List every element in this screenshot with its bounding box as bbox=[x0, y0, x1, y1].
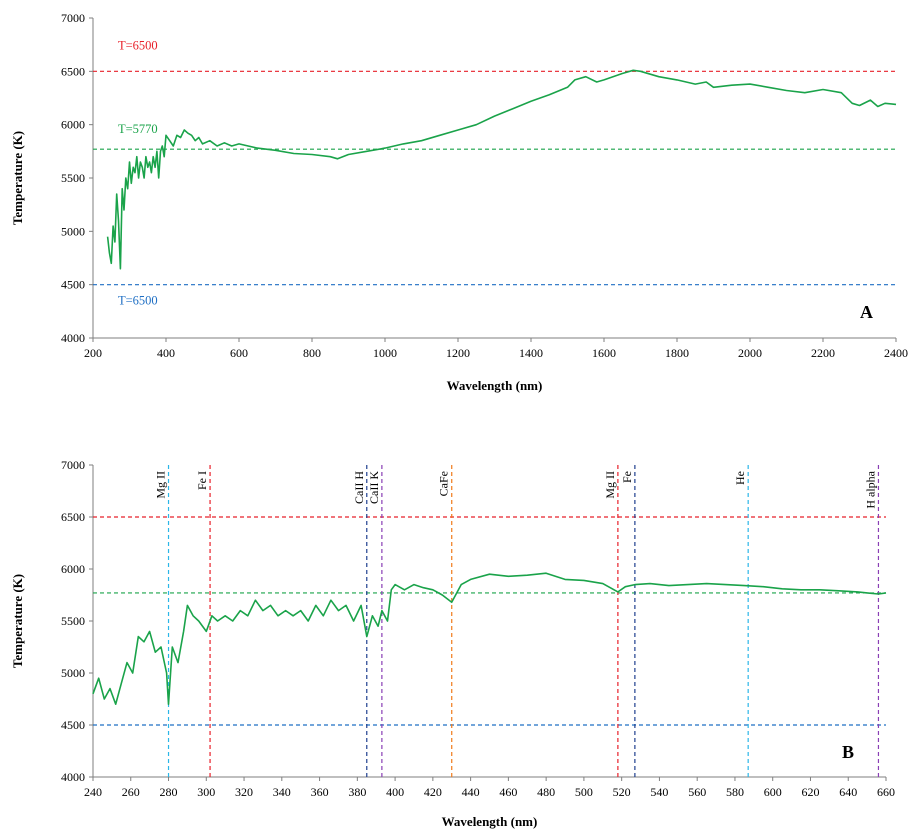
x-tick-label: 300 bbox=[197, 785, 215, 799]
panel-a-chart: 4000 4500 5000 5500 6000 6500 7000 200 400 600 800… bbox=[10, 11, 908, 393]
reference-line-label: T=6500 bbox=[118, 294, 158, 308]
y-tick-label: 6000 bbox=[61, 562, 85, 576]
x-tick-label: 620 bbox=[801, 785, 819, 799]
x-tick-label: 400 bbox=[157, 346, 175, 360]
x-tick-label: 540 bbox=[650, 785, 668, 799]
x-tick-label: 2000 bbox=[738, 346, 762, 360]
x-tick-label: 480 bbox=[537, 785, 555, 799]
y-axis-label: Temperature (K) bbox=[10, 574, 25, 668]
x-tick-label: 460 bbox=[499, 785, 517, 799]
y-tick-label: 7000 bbox=[61, 458, 85, 472]
spectral-line-label: CaII H bbox=[352, 471, 366, 504]
x-tick-label: 440 bbox=[462, 785, 480, 799]
x-axis-label: Wavelength (nm) bbox=[447, 378, 543, 393]
x-tick-label: 400 bbox=[386, 785, 404, 799]
x-tick-label: 2400 bbox=[884, 346, 908, 360]
x-tick-label: 380 bbox=[348, 785, 366, 799]
y-tick-label: 5500 bbox=[61, 614, 85, 628]
x-tick-label: 340 bbox=[273, 785, 291, 799]
spectral-line-label: CaII K bbox=[367, 471, 381, 504]
spectral-line-label: H alpha bbox=[863, 470, 877, 508]
y-tick-label: 4500 bbox=[61, 718, 85, 732]
x-tick-label: 280 bbox=[160, 785, 178, 799]
y-tick-label: 4000 bbox=[61, 331, 85, 345]
x-tick-label: 520 bbox=[613, 785, 631, 799]
x-tick-label: 640 bbox=[839, 785, 857, 799]
spectral-line-label: CaFe bbox=[437, 471, 451, 496]
x-tick-label: 800 bbox=[303, 346, 321, 360]
x-tick-label: 200 bbox=[84, 346, 102, 360]
temperature-series-line bbox=[92, 572, 887, 706]
x-tick-label: 320 bbox=[235, 785, 253, 799]
y-tick-label: 5000 bbox=[61, 224, 85, 238]
panel-label: A bbox=[860, 302, 873, 322]
reference-line-label: T=6500 bbox=[118, 38, 158, 52]
y-tick-label: 7000 bbox=[61, 11, 85, 25]
x-tick-label: 500 bbox=[575, 785, 593, 799]
x-tick-label: 1200 bbox=[446, 346, 470, 360]
spectral-line-label: Fe bbox=[620, 471, 634, 483]
y-tick-label: 5000 bbox=[61, 666, 85, 680]
x-tick-label: 240 bbox=[84, 785, 102, 799]
x-tick-label: 1600 bbox=[592, 346, 616, 360]
x-tick-label: 260 bbox=[122, 785, 140, 799]
x-tick-label: 580 bbox=[726, 785, 744, 799]
y-tick-label: 5500 bbox=[61, 171, 85, 185]
y-tick-label: 4500 bbox=[61, 278, 85, 292]
y-tick-label: 6000 bbox=[61, 118, 85, 132]
x-tick-label: 600 bbox=[764, 785, 782, 799]
x-tick-label: 660 bbox=[877, 785, 895, 799]
panel-b-chart: 4000 4500 5000 5500 6000 6500 7000 240 260 280 300… bbox=[10, 458, 895, 829]
x-tick-label: 360 bbox=[311, 785, 329, 799]
reference-line-label: T=5770 bbox=[118, 122, 158, 136]
x-tick-label: 420 bbox=[424, 785, 442, 799]
x-tick-label: 600 bbox=[230, 346, 248, 360]
x-tick-label: 1000 bbox=[373, 346, 397, 360]
spectral-line-label: Mg II bbox=[154, 471, 168, 499]
y-tick-label: 6500 bbox=[61, 64, 85, 78]
x-tick-label: 560 bbox=[688, 785, 706, 799]
x-tick-label: 2200 bbox=[811, 346, 835, 360]
spectral-line-label: Fe I bbox=[195, 471, 209, 490]
y-axis-label: Temperature (K) bbox=[10, 131, 25, 225]
panel-label: B bbox=[842, 742, 854, 762]
spectral-line-label: He bbox=[733, 471, 747, 485]
x-tick-label: 1400 bbox=[519, 346, 543, 360]
temperature-series-line bbox=[106, 69, 897, 270]
spectral-line-label: Mg II bbox=[603, 471, 617, 499]
x-axis-label: Wavelength (nm) bbox=[442, 814, 538, 829]
y-tick-label: 4000 bbox=[61, 770, 85, 784]
x-tick-label: 1800 bbox=[665, 346, 689, 360]
y-tick-label: 6500 bbox=[61, 510, 85, 524]
